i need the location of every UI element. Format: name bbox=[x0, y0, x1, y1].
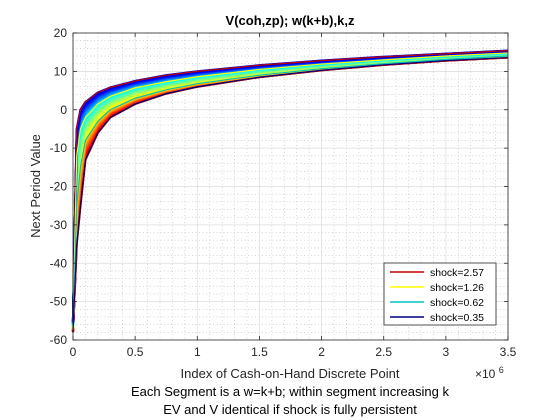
x-tick-label: 3 bbox=[443, 345, 450, 359]
caption-line-2: EV and V identical if shock is fully per… bbox=[163, 402, 417, 417]
x-exponent-power: 6 bbox=[499, 365, 504, 375]
series-line-0 bbox=[72, 50, 509, 321]
x-tick-label: 0.5 bbox=[127, 345, 144, 359]
y-tick-label: -30 bbox=[50, 218, 68, 232]
y-tick-label: -40 bbox=[50, 256, 68, 270]
y-tick-label: -50 bbox=[50, 295, 68, 309]
series-line-1 bbox=[72, 52, 509, 325]
x-tick-label: 1.5 bbox=[251, 345, 268, 359]
axis-ticks: 0 0.5 1 1.5 2 2.5 3 3.5 20 10 0 -10 -20 -30 -40 -50 -60 bbox=[50, 26, 517, 359]
y-tick-label: -60 bbox=[50, 333, 68, 347]
legend-label-1: shock=1.26 bbox=[430, 282, 484, 294]
y-axis-label: Next Period Value bbox=[28, 134, 43, 238]
x-tick-label: 2.5 bbox=[375, 345, 392, 359]
y-tick-label: -10 bbox=[50, 141, 68, 155]
legend-label-3: shock=0.35 bbox=[430, 312, 484, 324]
series-line-2 bbox=[72, 55, 509, 329]
legend-label-0: shock=2.57 bbox=[430, 267, 484, 279]
caption-line-1: Each Segment is a w=k+b; within segment … bbox=[131, 384, 449, 399]
x-tick-label: 0 bbox=[70, 345, 77, 359]
x-tick-label: 2 bbox=[318, 345, 325, 359]
chart-title: V(coh,zp); w(k+b),k,z bbox=[226, 13, 355, 28]
y-tick-label: 20 bbox=[54, 26, 68, 40]
legend-box bbox=[383, 262, 497, 326]
x-tick-label: 3.5 bbox=[500, 345, 517, 359]
y-tick-label: 10 bbox=[54, 64, 68, 78]
legend: shock=2.57 shock=1.26 shock=0.62 shock=0.35 bbox=[383, 262, 497, 326]
x-axis-label: Index of Cash-on-Hand Discrete Point bbox=[181, 366, 400, 381]
x-tick-label: 1 bbox=[194, 345, 201, 359]
y-tick-label: -20 bbox=[50, 180, 68, 194]
x-exponent-label: ×10 6 bbox=[475, 365, 504, 381]
series-line-3 bbox=[72, 56, 509, 333]
x-exponent-base: ×10 bbox=[475, 367, 496, 381]
legend-label-2: shock=0.62 bbox=[430, 297, 484, 309]
y-tick-label: 0 bbox=[60, 103, 67, 117]
curve-band bbox=[71, 49, 509, 333]
